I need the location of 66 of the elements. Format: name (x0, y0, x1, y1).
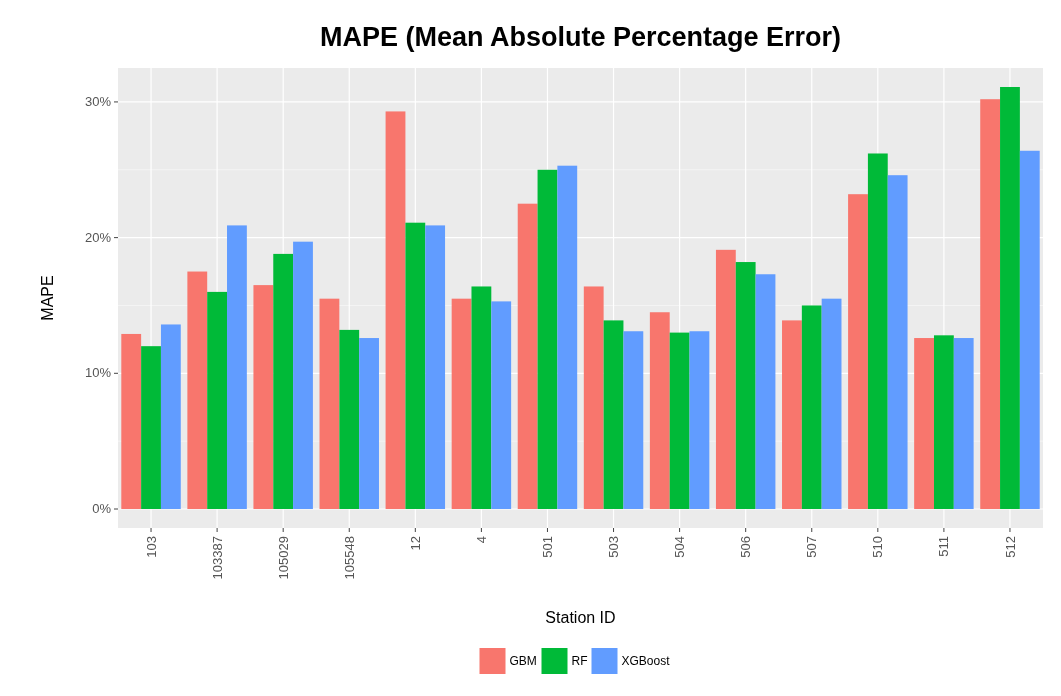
x-tick-label: 12 (407, 536, 423, 551)
bar (1000, 87, 1020, 509)
x-tick-label: 503 (606, 536, 622, 558)
bar (471, 286, 492, 509)
y-tick-label: 30% (84, 94, 112, 110)
bar (359, 338, 379, 509)
bar (207, 291, 228, 509)
bar (848, 194, 868, 509)
x-tick-label: 506 (738, 536, 754, 558)
x-tick-label: 105548 (341, 536, 357, 580)
bar (914, 338, 934, 509)
bar (293, 241, 313, 509)
bar (867, 153, 888, 509)
bar (1019, 150, 1040, 509)
bar (715, 249, 736, 509)
bar (160, 324, 181, 509)
x-tick-label: 501 (540, 536, 556, 558)
bar (385, 111, 406, 509)
bar (141, 346, 161, 509)
x-axis-title: Station ID (545, 609, 616, 626)
bar (425, 225, 446, 509)
bar (623, 331, 644, 509)
y-tick-label: 20% (84, 229, 112, 245)
bar (253, 285, 274, 509)
y-tick-label: 10% (84, 365, 112, 381)
x-tick-label: 511 (936, 536, 952, 557)
x-tick-label: 103 (143, 536, 159, 558)
bar (782, 320, 802, 509)
bar (689, 331, 710, 509)
y-axis-title: MAPE (39, 275, 56, 321)
bar (980, 99, 1001, 509)
x-tick-label: 507 (804, 536, 820, 558)
bar (121, 333, 142, 509)
y-tick-label: 0% (92, 501, 112, 517)
bar (801, 305, 822, 509)
bar (491, 301, 512, 509)
bar (933, 335, 954, 509)
bar (821, 298, 842, 509)
legend-label: RF (571, 654, 588, 669)
bar (405, 222, 426, 509)
bar (953, 338, 974, 509)
bar (273, 253, 294, 509)
bar (319, 298, 340, 509)
bar (451, 298, 472, 509)
bar (227, 225, 247, 509)
x-tick-label: 510 (870, 536, 886, 558)
bar (557, 165, 578, 509)
bar (537, 169, 558, 509)
x-tick-label: 512 (1002, 536, 1018, 558)
bar (755, 274, 776, 509)
x-tick-label: 103387 (209, 536, 225, 580)
bar (517, 203, 538, 509)
bar (583, 286, 604, 509)
bar (669, 332, 690, 509)
legend-label: GBM (509, 654, 537, 669)
chart-title: MAPE (Mean Absolute Percentage Error) (319, 22, 842, 52)
bar (187, 271, 208, 509)
bar (649, 312, 670, 509)
x-tick-label: 4 (473, 536, 489, 544)
legend-label: XGBoost (621, 654, 671, 669)
x-tick-label: 105029 (275, 536, 291, 580)
bar (887, 175, 908, 509)
bar (735, 262, 756, 509)
bar (603, 320, 624, 509)
x-tick-label: 504 (672, 536, 688, 558)
bar (339, 329, 360, 509)
